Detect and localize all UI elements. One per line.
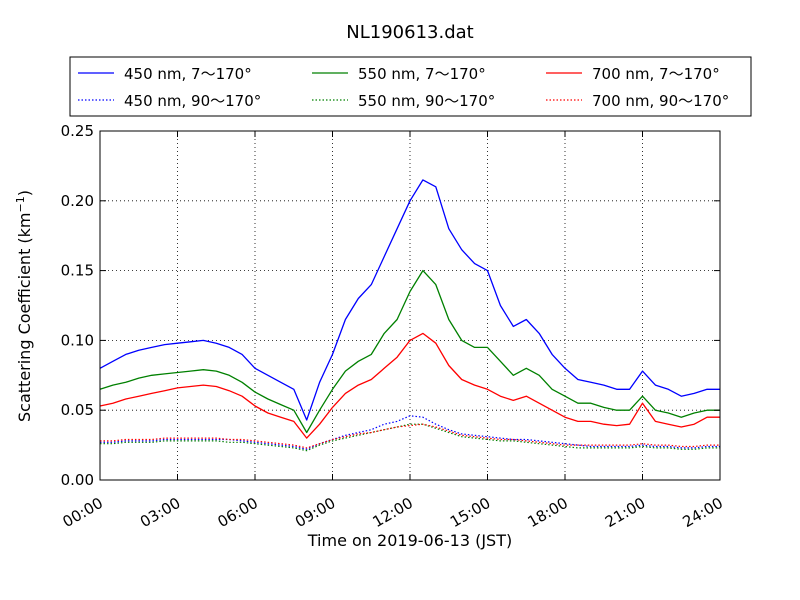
x-tick-label: 15:00	[447, 494, 493, 531]
legend-label: 450 nm, 7～170°	[124, 65, 252, 83]
x-tick-label: 09:00	[292, 494, 338, 531]
legend-label: 450 nm, 90～170°	[124, 92, 261, 110]
y-tick-label: 0.00	[61, 471, 94, 489]
x-tick-label: 03:00	[137, 494, 183, 531]
y-axis-label-sup: −1	[14, 196, 27, 212]
y-tick-label: 0.05	[61, 401, 94, 419]
legend: 450 nm, 7～170° 450 nm, 90～170° 550 nm, 7～1…	[69, 56, 752, 117]
series-line	[99, 269, 720, 434]
series-line	[99, 332, 720, 439]
legend-label: 550 nm, 7～170°	[358, 65, 486, 83]
series-line	[99, 179, 720, 421]
legend-label: 700 nm, 7～170°	[592, 65, 720, 83]
x-tick-label: 06:00	[215, 494, 261, 531]
x-tick-label: 12:00	[370, 494, 416, 531]
y-axis-label: Scattering Coefficient (km−1)	[14, 190, 34, 422]
x-tick-label: 24:00	[680, 494, 726, 531]
chart-title: NL190613.dat	[346, 22, 473, 43]
plot-lines	[99, 179, 720, 452]
x-tick-label: 00:00	[60, 494, 106, 531]
legend-label: 550 nm, 90～170°	[358, 92, 495, 110]
y-axis-label-main: Scattering Coefficient (km	[15, 212, 34, 422]
x-axis: 00:00 03:00 06:00 09:00 12:00 15:00 18:00 21:00…	[60, 131, 726, 531]
y-axis: 0.00 0.05 0.10 0.15 0.20 0.25	[61, 122, 720, 489]
y-axis-label-close: )	[15, 190, 34, 196]
series-line	[100, 415, 720, 450]
series-line	[100, 423, 720, 452]
x-axis-label: Time on 2019-06-13 (JST)	[307, 531, 512, 550]
x-tick-label: 21:00	[602, 494, 648, 531]
legend-label: 700 nm, 90～170°	[592, 92, 729, 110]
y-tick-label: 0.10	[61, 331, 94, 349]
y-tick-label: 0.15	[61, 262, 94, 280]
legend-box	[69, 56, 752, 117]
series-line	[100, 423, 720, 449]
y-tick-label: 0.25	[61, 122, 94, 140]
x-tick-label: 18:00	[525, 494, 571, 531]
grid	[100, 131, 720, 480]
y-tick-label: 0.20	[61, 192, 94, 210]
